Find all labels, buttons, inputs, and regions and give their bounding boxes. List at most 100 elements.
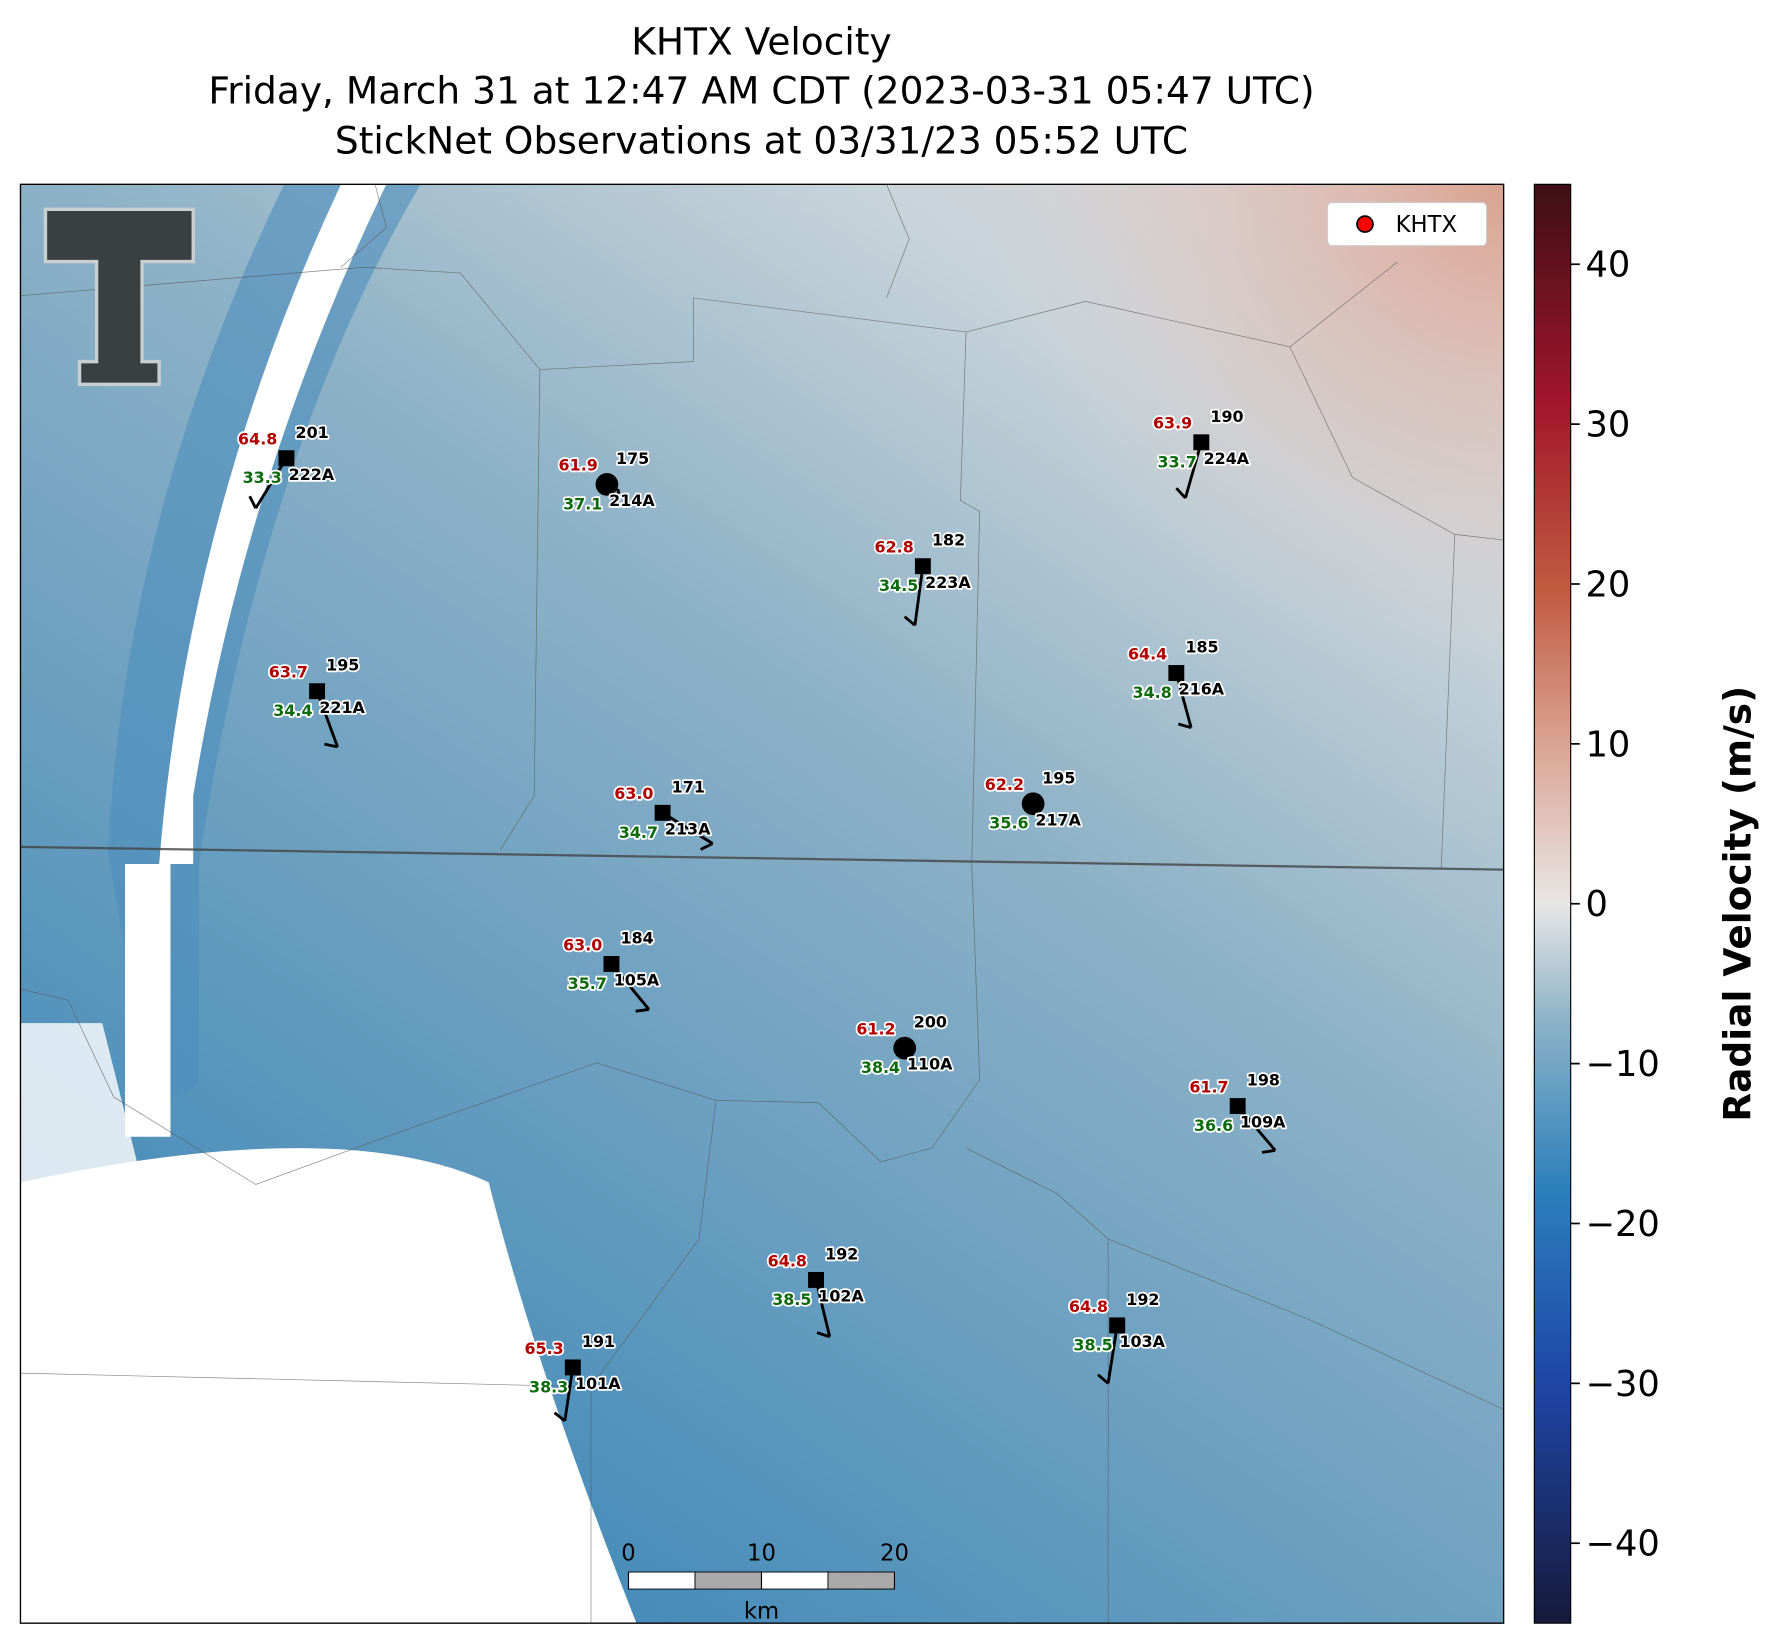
wind-barb bbox=[1097, 1373, 1110, 1385]
dewpoint: 38.3 bbox=[529, 1377, 568, 1396]
pressure: 185 bbox=[1185, 638, 1218, 657]
wind-barb bbox=[661, 811, 714, 845]
temperature: 62.2 bbox=[985, 775, 1024, 794]
wind-barb bbox=[563, 1367, 575, 1422]
temperature: 61.2 bbox=[856, 1019, 895, 1038]
temperature: 63.0 bbox=[563, 935, 602, 954]
station: 64.8 201 33.3 222A bbox=[236, 421, 337, 509]
temperature: 61.7 bbox=[1189, 1077, 1228, 1096]
colorbar-tick-label: −30 bbox=[1585, 1364, 1659, 1405]
scale-segment bbox=[827, 1571, 895, 1590]
wind-barb bbox=[1175, 487, 1187, 499]
scale-label: 20 bbox=[880, 1541, 909, 1567]
colorbar-tick-label: −40 bbox=[1585, 1524, 1659, 1565]
title: StickNet Observations at 03/31/23 05:52 … bbox=[335, 119, 1188, 163]
pressure: 200 bbox=[914, 1013, 947, 1032]
pressure: 191 bbox=[582, 1332, 615, 1351]
station: 64.4 185 34.8 216A bbox=[1126, 636, 1226, 729]
temperature: 61.9 bbox=[559, 456, 598, 475]
wind-barb bbox=[315, 690, 339, 748]
dewpoint: 37.1 bbox=[563, 494, 602, 513]
temperature: 63.9 bbox=[1153, 414, 1192, 433]
station-marker bbox=[1193, 434, 1210, 451]
scale-segment bbox=[761, 1571, 829, 1590]
pressure: 195 bbox=[1042, 768, 1075, 787]
colorbar-tick-label: 40 bbox=[1585, 245, 1630, 286]
station-marker bbox=[1168, 665, 1185, 681]
station-id: 105A bbox=[614, 971, 660, 990]
temperature: 64.4 bbox=[1128, 644, 1167, 663]
pressure: 195 bbox=[326, 656, 359, 675]
station-marker bbox=[603, 956, 620, 972]
wind-barb bbox=[913, 565, 925, 626]
station-marker bbox=[914, 558, 931, 575]
station: 62.8 182 34.5 223A bbox=[873, 529, 973, 627]
map-frame bbox=[19, 183, 1505, 1624]
scale-bar: 0 10 20 km bbox=[621, 1541, 909, 1625]
temperature: 64.8 bbox=[768, 1251, 807, 1270]
wind-barb bbox=[248, 495, 257, 509]
station-id: 101A bbox=[575, 1374, 621, 1393]
station-marker bbox=[595, 472, 619, 496]
legend-marker bbox=[1356, 215, 1374, 233]
wind-barb bbox=[1261, 1148, 1276, 1154]
dewpoint: 34.4 bbox=[273, 701, 312, 720]
wind-barb bbox=[1106, 1325, 1119, 1384]
station-marker bbox=[309, 683, 326, 700]
station-marker bbox=[1109, 1317, 1126, 1334]
wind-barb bbox=[816, 1331, 831, 1339]
pressure: 190 bbox=[1210, 407, 1243, 426]
dewpoint: 38.5 bbox=[1073, 1335, 1112, 1354]
colorbar-label: Radial Velocity (m/s) bbox=[1715, 686, 1759, 1122]
station-id: 103A bbox=[1119, 1332, 1165, 1351]
temperature: 63.7 bbox=[269, 663, 308, 682]
wind-barb bbox=[700, 842, 714, 851]
temperature: 64.8 bbox=[238, 430, 277, 449]
dewpoint: 34.8 bbox=[1133, 683, 1172, 702]
station-marker bbox=[278, 450, 295, 467]
stations: 64.8 201 33.3 222A 61.9 175 37.1 214A 63.9 190 33.… bbox=[236, 405, 1288, 1422]
station-marker bbox=[564, 1359, 581, 1376]
scale-label: 10 bbox=[747, 1541, 776, 1567]
station: 64.8 192 38.5 103A bbox=[1067, 1288, 1167, 1385]
radar-map bbox=[20, 184, 1504, 1624]
colorbar-tick-label: 20 bbox=[1585, 564, 1630, 605]
colorbar-tick-label: −10 bbox=[1585, 1044, 1659, 1085]
dewpoint: 35.7 bbox=[568, 974, 607, 993]
temperature: 64.8 bbox=[1069, 1297, 1108, 1316]
temperature: 63.0 bbox=[614, 784, 653, 803]
dewpoint: 33.3 bbox=[243, 468, 282, 487]
pressure: 182 bbox=[932, 531, 965, 550]
wind-barb bbox=[903, 615, 916, 627]
station: 61.7 198 36.6 109A bbox=[1188, 1069, 1288, 1154]
wind-barb bbox=[814, 1279, 832, 1338]
wind-barb bbox=[254, 457, 288, 509]
temperature: 65.3 bbox=[524, 1339, 563, 1358]
wind-barb bbox=[1174, 672, 1193, 728]
station-id: 217A bbox=[1035, 810, 1081, 829]
station-marker bbox=[893, 1036, 917, 1060]
station: 63.9 190 33.7 224A bbox=[1151, 405, 1252, 499]
title: Friday, March 31 at 12:47 AM CDT (2023-0… bbox=[208, 69, 1314, 113]
dewpoint: 38.4 bbox=[861, 1058, 900, 1077]
station-id: 222A bbox=[289, 465, 335, 484]
legend-box bbox=[1326, 201, 1488, 247]
station-id: 213A bbox=[665, 819, 711, 838]
dewpoint: 33.7 bbox=[1158, 452, 1197, 471]
station-id: 109A bbox=[1240, 1113, 1286, 1132]
pressure: 201 bbox=[295, 423, 328, 442]
pressure: 192 bbox=[825, 1244, 858, 1263]
station-id: 102A bbox=[818, 1287, 864, 1306]
pressure: 171 bbox=[672, 777, 705, 796]
pressure: 198 bbox=[1247, 1071, 1280, 1090]
station: 64.8 192 38.5 102A bbox=[766, 1243, 866, 1339]
station: 61.2 200 38.4 110A bbox=[855, 1011, 955, 1079]
wind-barb bbox=[1177, 722, 1192, 729]
colorbar-tick-label: 10 bbox=[1585, 724, 1630, 765]
legend: KHTX bbox=[1326, 201, 1488, 247]
station-id: 221A bbox=[319, 698, 365, 717]
dewpoint: 35.6 bbox=[989, 814, 1028, 833]
wind-barb bbox=[1184, 441, 1203, 499]
